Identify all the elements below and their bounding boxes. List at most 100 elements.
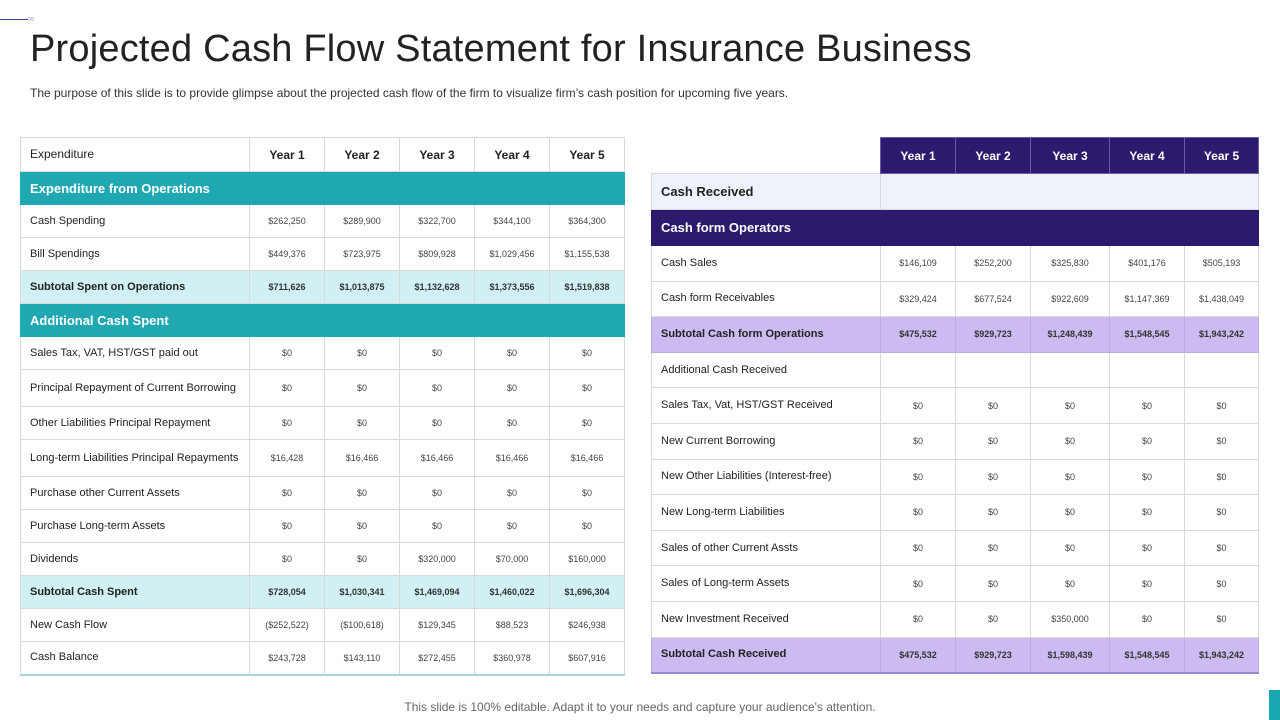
cell-value: $401,176 xyxy=(1109,245,1185,282)
cell-value xyxy=(955,351,1031,389)
cash-received-table: Year 1 Year 2 Year 3 Year 4 Year 5 Cash Recei… xyxy=(651,137,1259,674)
cell-value: $0 xyxy=(399,509,475,543)
cell-value: $1,155,538 xyxy=(549,237,625,271)
column-header-year: Year 4 xyxy=(1109,137,1185,174)
section-header-row: Cash form Operators xyxy=(651,209,1259,246)
cell-value: $88,523 xyxy=(474,608,550,642)
empty-cell xyxy=(880,173,1259,210)
cell-value: $0 xyxy=(955,422,1031,460)
column-header-year: Year 4 xyxy=(474,137,550,172)
cell-value: $0 xyxy=(1030,422,1110,460)
cell-value: $0 xyxy=(549,476,625,510)
cell-value: $70,000 xyxy=(474,542,550,576)
cell-value: $0 xyxy=(249,542,325,576)
table-row: Principal Repayment of Current Borrowing… xyxy=(20,369,625,407)
cell-value: $0 xyxy=(1184,565,1259,602)
cell-value: $146,109 xyxy=(880,245,956,282)
cell-value: $160,000 xyxy=(549,542,625,576)
table-row: New Other Liabilities (Interest-free) $0 $… xyxy=(651,458,1259,496)
cell-value: $289,900 xyxy=(324,204,400,238)
cell-value xyxy=(1030,351,1110,389)
cell-value: $16,466 xyxy=(399,439,475,477)
cell-value: $0 xyxy=(880,422,956,460)
header-blank-cell xyxy=(651,137,881,174)
subtotal-row: Subtotal Cash form Operations $475,532 $92… xyxy=(651,316,1259,353)
cell-value: $0 xyxy=(1030,458,1110,496)
cell-value xyxy=(1184,351,1259,389)
decorative-circles-icon: ○○ xyxy=(27,16,35,23)
subtotal-row: Subtotal Cash Received $475,532 $929,723 $1… xyxy=(651,636,1259,674)
table-row: Sales of other Current Assts $0 $0 $0 $0 $0 xyxy=(651,529,1259,567)
cell-value: $0 xyxy=(1184,529,1259,567)
cell-value: $252,200 xyxy=(955,245,1031,282)
cell-value: $723,975 xyxy=(324,237,400,271)
table-row: Purchase other Current Assets $0 $0 $0 $0 $0 xyxy=(20,476,625,510)
table-header-row: Year 1 Year 2 Year 3 Year 4 Year 5 xyxy=(651,137,1259,174)
section-header-row: Additional Cash Spent xyxy=(20,303,625,337)
cell-value: $1,943,242 xyxy=(1184,636,1259,674)
cell-value: $0 xyxy=(324,509,400,543)
cell-value: $344,100 xyxy=(474,204,550,238)
column-header-year: Year 5 xyxy=(549,137,625,172)
cell-value xyxy=(880,351,956,389)
cell-value: $0 xyxy=(1184,600,1259,638)
cell-value: $0 xyxy=(549,369,625,407)
cell-value: $0 xyxy=(1109,600,1185,638)
row-label: Additional Cash Received xyxy=(651,351,881,389)
cell-value: $16,466 xyxy=(549,439,625,477)
cell-value: $449,376 xyxy=(249,237,325,271)
cell-value: $809,928 xyxy=(399,237,475,271)
cell-value: $0 xyxy=(1030,529,1110,567)
row-label: Sales Tax, VAT, HST/GST paid out xyxy=(20,336,250,370)
cell-value: $325,830 xyxy=(1030,245,1110,282)
row-label: Sales Tax, Vat, HST/GST Received xyxy=(651,387,881,424)
cell-value: $0 xyxy=(880,387,956,424)
cell-value: $677,524 xyxy=(955,280,1031,318)
cell-value: $0 xyxy=(955,494,1031,531)
cell-value: $1,013,875 xyxy=(324,270,400,304)
table-row: New Investment Received $0 $0 $350,000 $0 $0 xyxy=(651,600,1259,638)
row-label: Subtotal Cash Received xyxy=(651,636,881,674)
column-header-year: Year 1 xyxy=(880,137,956,174)
cell-value: $1,548,545 xyxy=(1109,316,1185,353)
cell-value: $16,466 xyxy=(474,439,550,477)
section-title: Expenditure from Operations xyxy=(20,171,625,205)
cell-value: $0 xyxy=(880,458,956,496)
cell-value: $0 xyxy=(549,509,625,543)
table-row: Cash Balance $243,728 $143,110 $272,455 $360… xyxy=(20,641,625,675)
row-label: Sales of other Current Assts xyxy=(651,529,881,567)
cell-value: $262,250 xyxy=(249,204,325,238)
column-header-year: Year 5 xyxy=(1184,137,1259,174)
cell-value: ($252,522) xyxy=(249,608,325,642)
cell-value: $0 xyxy=(1184,387,1259,424)
cell-value: $711,626 xyxy=(249,270,325,304)
cell-value: $0 xyxy=(1109,529,1185,567)
column-header-year: Year 1 xyxy=(249,137,325,172)
row-label: Long-term Liabilities Principal Repaymen… xyxy=(20,439,250,477)
cell-value: $728,054 xyxy=(249,575,325,609)
cell-value: $0 xyxy=(249,476,325,510)
cell-value: $322,700 xyxy=(399,204,475,238)
row-label: Dividends xyxy=(20,542,250,576)
table-row: Dividends $0 $0 $320,000 $70,000 $160,000 xyxy=(20,542,625,576)
cell-value: $1,598,439 xyxy=(1030,636,1110,674)
subtotal-row: Subtotal Cash Spent $728,054 $1,030,341 $1,… xyxy=(20,575,625,609)
subtotal-row: Subtotal Spent on Operations $711,626 $1,0… xyxy=(20,270,625,304)
cell-value: $0 xyxy=(249,369,325,407)
cell-value: $1,029,456 xyxy=(474,237,550,271)
row-label: New Long-term Liabilities xyxy=(651,494,881,531)
cell-value: $929,723 xyxy=(955,636,1031,674)
cell-value: $0 xyxy=(1109,565,1185,602)
cell-value: $0 xyxy=(549,336,625,370)
row-label: Cash Received xyxy=(651,173,881,210)
cell-value: $0 xyxy=(1184,458,1259,496)
table-row: Sales Tax, VAT, HST/GST paid out $0 $0 $0 $0… xyxy=(20,336,625,370)
cell-value: $1,030,341 xyxy=(324,575,400,609)
cell-value: ($100,618) xyxy=(324,608,400,642)
cell-value: $0 xyxy=(399,369,475,407)
cell-value: $0 xyxy=(880,565,956,602)
column-header-year: Year 2 xyxy=(955,137,1031,174)
page-subtitle: The purpose of this slide is to provide … xyxy=(30,86,789,100)
cell-value: $0 xyxy=(474,369,550,407)
cell-value: $1,132,628 xyxy=(399,270,475,304)
